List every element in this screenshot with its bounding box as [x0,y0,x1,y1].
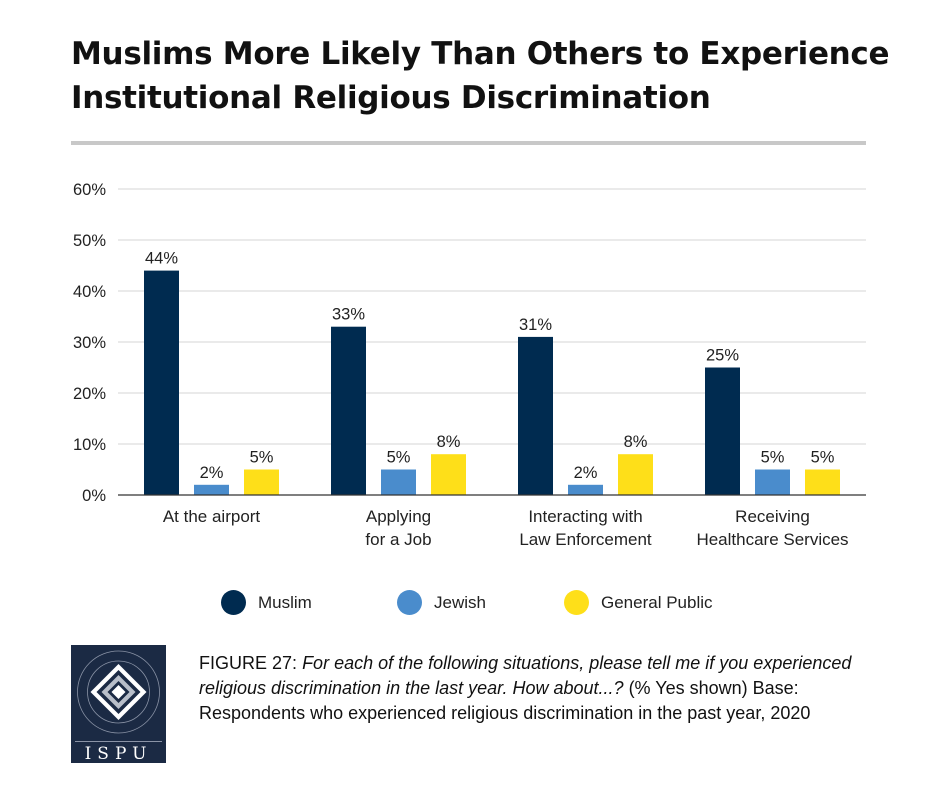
bar-general-public-applying-for-a-job [431,454,466,495]
data-label-general-public-receiving-healthcare-services: 5% [811,449,835,467]
legend-label-jewish: Jewish [434,592,486,612]
bar-muslim-applying-for-a-job [331,326,366,495]
data-label-jewish-interacting-with-law-enforcement: 2% [574,464,598,482]
bar-chart: 0% 10% 20% 30% 40% 50% 60% 44% 2% 5% 33% 5% 8% 31% 2%… [73,181,866,549]
y-tick-label-50: 50% [73,232,106,250]
legend-item-muslim: Muslim [221,590,312,615]
chart-bars [144,270,840,495]
data-label-general-public-interacting-with-law-enforcement: 8% [624,433,648,451]
y-tick-label-60: 60% [73,181,106,199]
legend-swatch-jewish [397,590,422,615]
x-tick-label-applying-for-a-job: Applying for a Job [365,507,431,549]
legend-label-general-public: General Public [601,592,713,612]
bar-jewish-applying-for-a-job [381,469,416,495]
title-divider [71,141,866,145]
legend-swatch-general-public [564,590,589,615]
data-label-jewish-applying-for-a-job: 5% [387,449,411,467]
figure-label-separator: : [292,653,298,673]
bar-jewish-interacting-with-law-enforcement [568,484,603,495]
figure-footer: ISPU FIGURE 27: For each of the followin… [71,645,871,765]
bar-jewish-receiving-healthcare-services [755,469,790,495]
figure-question: For each of the following situations, pl… [199,653,852,698]
bar-muslim-interacting-with-law-enforcement [518,336,553,495]
data-label-muslim-receiving-healthcare-services: 25% [706,347,739,365]
data-label-jewish-receiving-healthcare-services: 5% [761,449,785,467]
x-tick-label-at-the-airport: At the airport [163,507,261,526]
figure-base-note: (% Yes shown) Base: Respondents who expe… [199,678,811,723]
data-label-muslim-at-the-airport: 44% [145,250,178,268]
bar-general-public-at-the-airport [244,469,279,495]
y-tick-label-20: 20% [73,385,106,403]
data-label-general-public-applying-for-a-job: 8% [437,433,461,451]
y-axis: 0% 10% 20% 30% 40% 50% 60% [73,181,106,505]
data-label-general-public-at-the-airport: 5% [250,449,274,467]
logo-wordmark: ISPU [85,744,153,763]
bar-muslim-at-the-airport [144,270,179,495]
ispu-logo: ISPU [71,645,166,763]
data-label-jewish-at-the-airport: 2% [200,464,224,482]
legend-item-jewish: Jewish [397,590,486,615]
chart-gridlines [118,188,866,445]
figure-caption: FIGURE 27: For each of the following sit… [199,651,859,726]
x-tick-label-interacting-with-law-enforcement: Interacting with Law Enforcement [519,507,652,549]
bar-general-public-receiving-healthcare-services [805,469,840,495]
chart-data-labels: 44% 2% 5% 33% 5% 8% 31% 2% 8% 25% 5% 5% [145,250,835,482]
y-tick-label-0: 0% [82,487,106,505]
bar-jewish-at-the-airport [194,484,229,495]
chart-legend: Muslim Jewish General Public [0,590,941,616]
legend-swatch-muslim [221,590,246,615]
x-tick-label-receiving-healthcare-services: Receiving Healthcare Services [696,507,848,549]
bar-muslim-receiving-healthcare-services [705,367,740,495]
data-label-muslim-interacting-with-law-enforcement: 31% [519,316,552,334]
y-tick-label-10: 10% [73,436,106,454]
bar-general-public-interacting-with-law-enforcement [618,454,653,495]
y-tick-label-40: 40% [73,283,106,301]
chart-title: Muslims More Likely Than Others to Exper… [71,36,890,116]
y-tick-label-30: 30% [73,334,106,352]
x-axis: At the airport Applying for a Job Interacti… [118,494,866,549]
data-label-muslim-applying-for-a-job: 33% [332,306,365,324]
legend-item-general-public: General Public [564,590,713,615]
figure-label: FIGURE 27 [199,653,293,673]
legend-label-muslim: Muslim [258,592,312,612]
